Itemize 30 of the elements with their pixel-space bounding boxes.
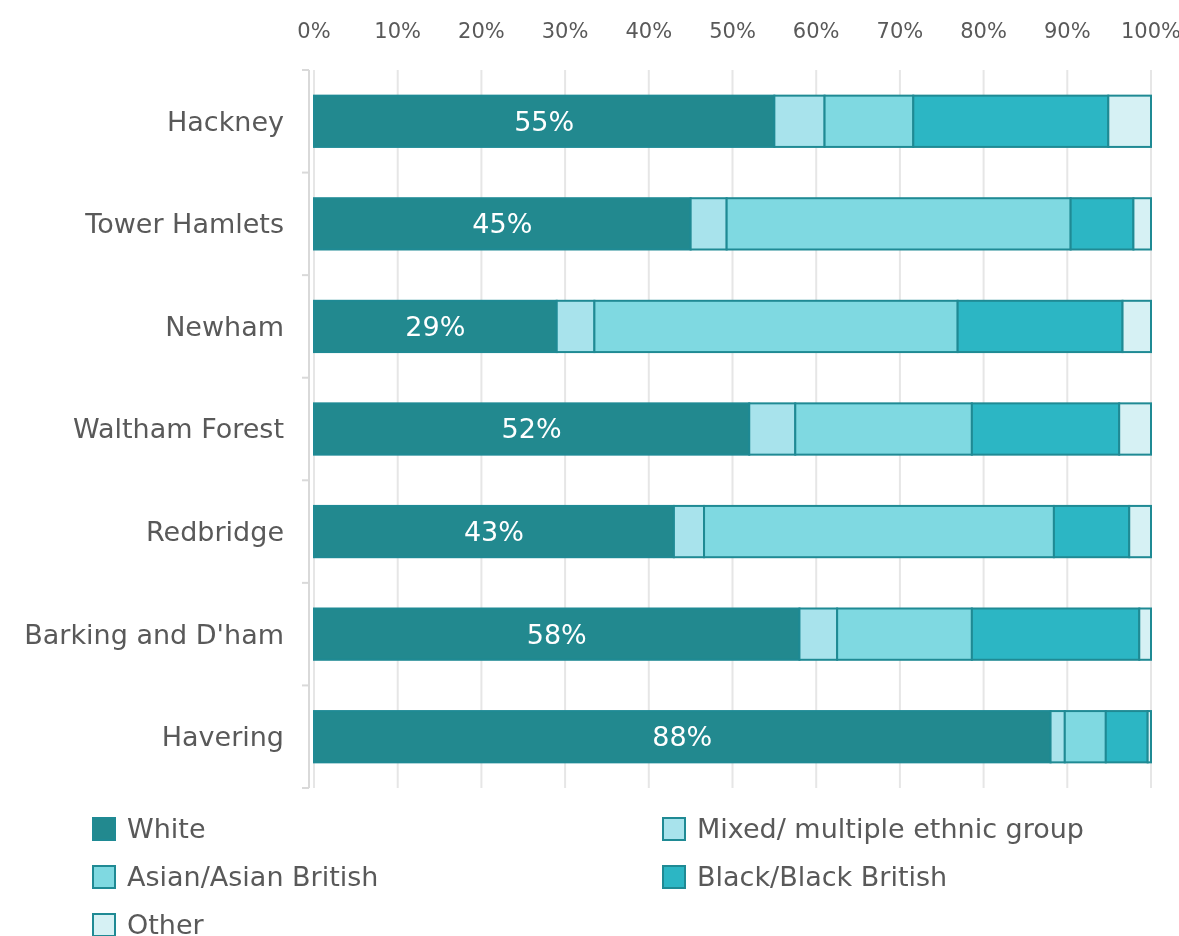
y-tick-label: Tower Hamlets [84, 208, 284, 240]
x-tick-label: 80% [960, 19, 1007, 43]
x-tick-label: 20% [458, 19, 505, 43]
legend-label: Black/Black British [697, 861, 948, 893]
x-tick-label: 60% [792, 19, 840, 43]
y-tick-label: Havering [161, 721, 284, 753]
x-tick-label: 70% [876, 19, 924, 43]
data-label: 58% [526, 618, 587, 650]
x-tick-label: 10% [374, 19, 422, 43]
data-label: 29% [405, 310, 466, 342]
y-tick-label: Redbridge [146, 516, 284, 548]
y-tick-label: Newham [165, 310, 284, 342]
legend-label: White [127, 813, 206, 845]
y-tick-label: Hackney [166, 105, 285, 137]
x-tick-label: 40% [625, 19, 673, 43]
x-tick-label: 0% [297, 19, 331, 43]
y-tick-label: Waltham Forest [72, 413, 284, 445]
x-tick-label: 90% [1043, 19, 1091, 43]
data-label: 43% [463, 516, 524, 548]
x-tick-label: 50% [709, 19, 756, 43]
data-label: 88% [652, 721, 713, 753]
data-label: 52% [501, 413, 562, 445]
data-label: 45% [472, 208, 533, 240]
data-label: 55% [514, 105, 575, 137]
x-tick-label: 100% [1120, 19, 1179, 43]
legend-label: Asian/Asian British [127, 861, 379, 893]
legend-label: Mixed/ multiple ethnic group [697, 813, 1084, 845]
legend-label: Other [127, 909, 205, 936]
x-tick-label: 30% [541, 19, 589, 43]
y-tick-label: Barking and D'ham [24, 618, 284, 650]
